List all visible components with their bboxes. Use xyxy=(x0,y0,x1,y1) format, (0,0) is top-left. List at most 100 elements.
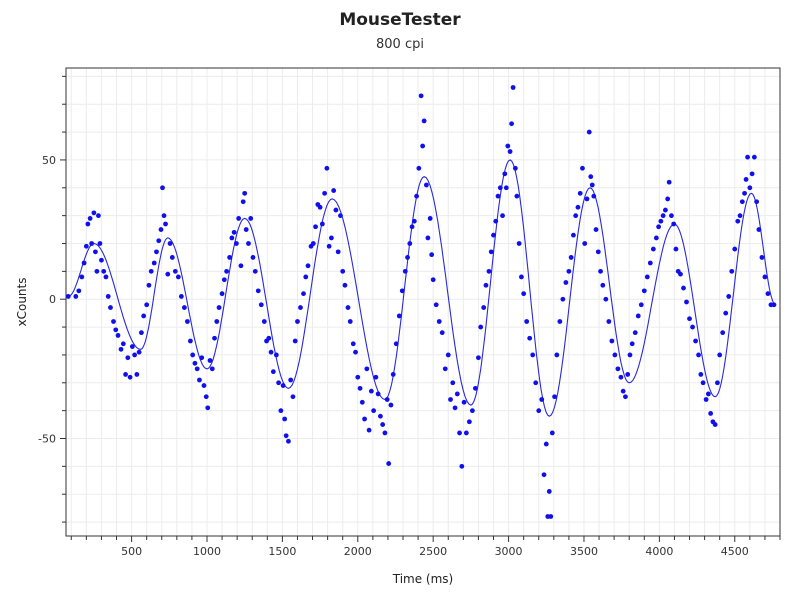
data-point xyxy=(134,372,140,377)
chart-subtitle: 800 cpi xyxy=(376,37,424,52)
data-point xyxy=(388,402,394,408)
data-point xyxy=(357,385,363,391)
data-point xyxy=(461,399,467,405)
data-point xyxy=(591,193,597,199)
data-point xyxy=(615,366,621,372)
data-point xyxy=(151,260,157,266)
data-point xyxy=(469,408,475,414)
data-point xyxy=(366,427,372,433)
data-point xyxy=(199,355,205,361)
data-point xyxy=(83,243,89,249)
data-point xyxy=(368,388,374,394)
data-point xyxy=(466,419,472,425)
data-point xyxy=(586,129,592,135)
data-point xyxy=(233,241,239,246)
data-point xyxy=(518,274,524,280)
data-point xyxy=(595,249,601,255)
data-point xyxy=(700,380,706,386)
data-point xyxy=(653,235,659,241)
data-point xyxy=(165,271,171,277)
data-point xyxy=(493,218,499,224)
data-point xyxy=(673,246,679,252)
data-point xyxy=(418,93,424,99)
data-point xyxy=(457,430,462,436)
data-point xyxy=(593,227,599,232)
data-point xyxy=(266,335,272,341)
data-point xyxy=(209,366,215,372)
data-point xyxy=(99,257,104,263)
data-point xyxy=(138,330,144,336)
data-point xyxy=(405,255,410,260)
data-point xyxy=(644,274,650,280)
data-point xyxy=(227,255,233,260)
data-point xyxy=(439,330,445,336)
data-point xyxy=(158,227,164,232)
data-point xyxy=(589,182,595,188)
data-point xyxy=(690,324,695,330)
data-point xyxy=(333,207,339,213)
data-point xyxy=(536,408,542,414)
data-point xyxy=(745,154,750,160)
data-point xyxy=(500,213,505,219)
data-point xyxy=(647,260,653,266)
data-point xyxy=(216,305,222,310)
data-point xyxy=(87,216,93,221)
data-point xyxy=(737,213,743,219)
data-point xyxy=(156,238,162,244)
data-point xyxy=(101,268,107,274)
data-point xyxy=(530,352,536,358)
data-point xyxy=(141,313,147,319)
data-point xyxy=(93,249,98,255)
data-point xyxy=(739,199,745,205)
data-point xyxy=(97,241,103,246)
data-point xyxy=(258,302,264,308)
data-point xyxy=(582,241,588,246)
data-point xyxy=(533,380,539,386)
x-axis-label: Time (ms) xyxy=(392,572,454,586)
x-tick-label: 4500 xyxy=(721,545,749,558)
data-point xyxy=(305,263,311,269)
data-point xyxy=(172,268,178,274)
data-point xyxy=(359,399,365,405)
data-point xyxy=(207,358,213,363)
data-point xyxy=(161,213,167,219)
data-point xyxy=(169,255,175,260)
data-point xyxy=(148,268,154,274)
data-point xyxy=(618,374,624,380)
data-point xyxy=(539,397,545,402)
data-point xyxy=(393,341,399,347)
data-point xyxy=(378,413,383,419)
data-point xyxy=(384,397,390,402)
data-point xyxy=(409,224,415,230)
data-point xyxy=(612,352,618,358)
data-point xyxy=(154,249,159,255)
data-point xyxy=(181,305,187,310)
data-point xyxy=(144,302,150,308)
data-point xyxy=(488,249,494,255)
data-point xyxy=(729,268,735,274)
data-point xyxy=(219,291,225,297)
data-point xyxy=(541,472,547,478)
data-point xyxy=(303,274,309,280)
data-point xyxy=(353,349,358,355)
data-point xyxy=(600,282,606,288)
data-point xyxy=(554,352,560,358)
data-point xyxy=(627,352,633,358)
data-point xyxy=(340,268,346,274)
data-point xyxy=(660,213,666,219)
data-point xyxy=(588,174,594,180)
data-point xyxy=(452,405,458,411)
data-point xyxy=(712,422,718,427)
data-point xyxy=(568,255,574,260)
x-tick-label: 2500 xyxy=(419,545,447,558)
data-point xyxy=(123,372,128,377)
data-point xyxy=(641,288,647,294)
data-point xyxy=(248,216,254,221)
data-point xyxy=(188,338,193,344)
data-point xyxy=(203,394,209,400)
data-point xyxy=(350,341,356,347)
data-point xyxy=(693,338,698,344)
data-point xyxy=(273,352,279,358)
data-point xyxy=(411,218,417,224)
data-point xyxy=(324,165,330,171)
